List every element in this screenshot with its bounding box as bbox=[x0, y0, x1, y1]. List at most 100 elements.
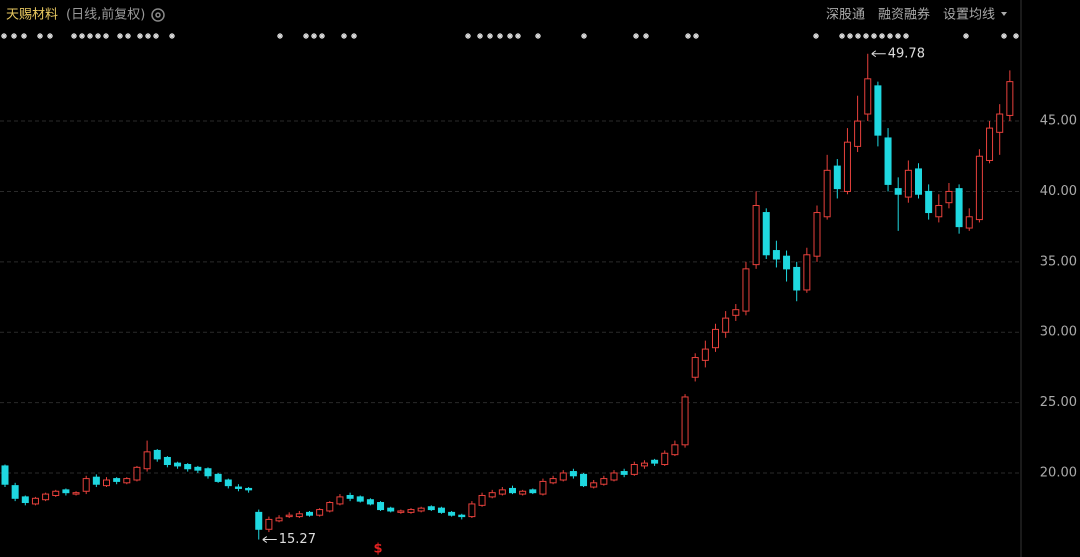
signal-glyph bbox=[685, 33, 691, 39]
candle-body bbox=[975, 155, 983, 221]
signal-glyph bbox=[855, 33, 861, 39]
candle-body bbox=[336, 496, 344, 505]
signal-glyph bbox=[1001, 33, 1007, 39]
signal-glyph bbox=[465, 33, 471, 39]
y-tick-label: 45.00 bbox=[1040, 114, 1077, 129]
signal-glyph bbox=[847, 33, 853, 39]
extreme-arrow bbox=[262, 536, 277, 543]
candle-body bbox=[478, 494, 486, 506]
candle-body bbox=[1006, 81, 1014, 116]
y-tick-label: 30.00 bbox=[1040, 325, 1077, 340]
candle-body bbox=[31, 497, 39, 505]
candle-body bbox=[103, 479, 110, 487]
candle-body bbox=[245, 487, 253, 491]
candle-body bbox=[701, 348, 709, 361]
candle-body bbox=[397, 510, 405, 513]
candle-body bbox=[52, 490, 60, 496]
candle-body bbox=[417, 507, 425, 512]
signal-glyph bbox=[895, 33, 901, 39]
signal-glyph bbox=[813, 33, 819, 39]
event-marker: $ bbox=[373, 542, 382, 557]
candle-body bbox=[549, 478, 557, 484]
extreme-label: 49.78 bbox=[888, 46, 925, 61]
candle-body bbox=[123, 478, 131, 484]
signal-glyph bbox=[903, 33, 909, 39]
candle-body bbox=[762, 212, 770, 256]
candle-body bbox=[996, 113, 1004, 133]
settings-icon[interactable] bbox=[151, 8, 165, 22]
candle-body bbox=[691, 357, 699, 378]
candle-body bbox=[843, 141, 851, 192]
candle-body bbox=[651, 459, 659, 464]
candle-body bbox=[42, 493, 50, 501]
candle-body bbox=[285, 514, 293, 518]
signal-glyph bbox=[153, 33, 159, 39]
signal-glyph bbox=[87, 33, 93, 39]
y-tick-label: 20.00 bbox=[1040, 465, 1077, 480]
candle-body bbox=[234, 486, 242, 489]
signal-glyph bbox=[863, 33, 869, 39]
candle-body bbox=[92, 476, 100, 485]
candle-body bbox=[772, 250, 780, 260]
candle-body bbox=[813, 212, 821, 257]
signal-glyph bbox=[839, 33, 845, 39]
signal-glyph bbox=[581, 33, 587, 39]
extreme-arrow bbox=[871, 50, 886, 58]
signal-glyph bbox=[79, 33, 85, 39]
candle-body bbox=[295, 513, 303, 518]
candle-body bbox=[712, 328, 719, 349]
candle-body bbox=[823, 169, 831, 218]
candle-body bbox=[509, 487, 516, 494]
signal-glyph bbox=[145, 33, 151, 39]
candle-body bbox=[986, 127, 994, 161]
signal-glyph bbox=[71, 33, 77, 39]
dropdown-arrow[interactable] bbox=[1001, 12, 1007, 16]
candle-body bbox=[620, 471, 628, 475]
candle-body bbox=[559, 472, 567, 481]
signal-glyph bbox=[37, 33, 43, 39]
candle-body bbox=[163, 456, 171, 466]
signal-glyph bbox=[871, 33, 877, 39]
signal-glyph bbox=[117, 33, 123, 39]
candle-body bbox=[610, 472, 618, 481]
toolbar-item[interactable]: 深股通 bbox=[826, 8, 865, 23]
candle-body bbox=[113, 478, 121, 482]
candle-body bbox=[427, 506, 435, 511]
gear-inner[interactable] bbox=[155, 12, 161, 18]
chart-title: 天赐材料 bbox=[6, 8, 58, 23]
candle-body bbox=[661, 452, 669, 466]
candle-body bbox=[184, 464, 192, 470]
candle-body bbox=[214, 473, 222, 482]
candle-body bbox=[255, 511, 263, 530]
candle-body bbox=[224, 479, 232, 487]
candle-body bbox=[265, 518, 273, 530]
toolbar-item[interactable]: 设置均线 bbox=[943, 8, 995, 23]
candle-body bbox=[569, 471, 577, 477]
candle-body bbox=[732, 309, 740, 316]
gear-outer[interactable] bbox=[151, 8, 165, 22]
chart-subtitle: (日线,前复权) bbox=[66, 7, 145, 23]
y-tick-label: 25.00 bbox=[1040, 395, 1077, 410]
candle-body bbox=[387, 507, 395, 512]
candle-body bbox=[72, 492, 80, 495]
candle-body bbox=[590, 482, 598, 488]
candle-body bbox=[194, 466, 202, 471]
signal-glyph bbox=[137, 33, 143, 39]
candle-body bbox=[783, 255, 791, 270]
candle-body bbox=[377, 502, 385, 511]
signal-glyph bbox=[633, 33, 639, 39]
signal-glyph bbox=[125, 33, 131, 39]
signal-glyph bbox=[963, 33, 969, 39]
candle-body bbox=[874, 85, 882, 136]
candle-body bbox=[407, 509, 415, 513]
toolbar-item[interactable]: 融资融券 bbox=[878, 7, 930, 23]
candle-body bbox=[935, 205, 943, 218]
signal-glyph bbox=[693, 33, 699, 39]
signal-glyph bbox=[103, 33, 109, 39]
candle-body bbox=[681, 396, 689, 446]
signal-glyph bbox=[887, 33, 893, 39]
candle-body bbox=[529, 489, 537, 494]
candle-body bbox=[580, 473, 588, 487]
candle-body bbox=[326, 502, 334, 512]
